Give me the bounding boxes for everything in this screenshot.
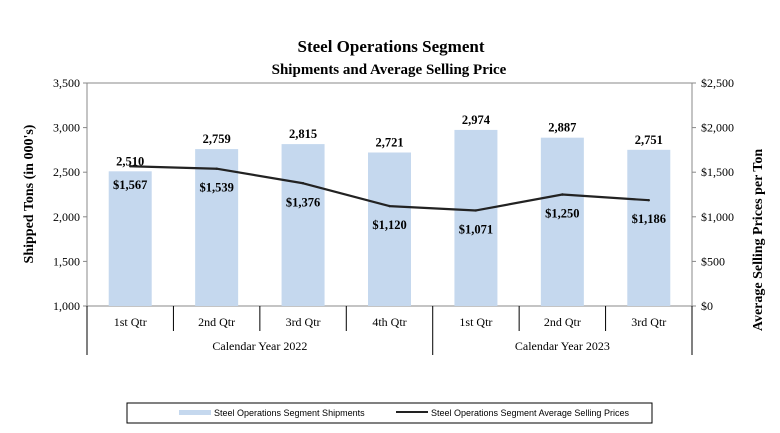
- price-value-label: $1,376: [286, 195, 320, 209]
- price-value-label: $1,539: [199, 181, 233, 195]
- bar: [195, 149, 239, 306]
- right-axis-tick-label: $2,000: [701, 121, 734, 135]
- bar-value-label: 2,815: [289, 127, 317, 141]
- bar: [368, 152, 411, 306]
- category-label: 2nd Qtr: [198, 315, 235, 329]
- price-value-label: $1,250: [545, 207, 579, 221]
- category-label: 4th Qtr: [372, 315, 406, 329]
- right-axis-tick-label: $1,500: [701, 165, 734, 179]
- price-point: [561, 193, 564, 196]
- bar: [627, 149, 671, 306]
- bar-value-label: 2,759: [203, 132, 231, 146]
- group-label: Calendar Year 2022: [212, 339, 307, 353]
- price-value-label: $1,120: [372, 218, 406, 232]
- left-axis-tick-label: 2,500: [53, 165, 80, 179]
- bar-value-label: 2,887: [548, 121, 576, 135]
- price-point: [388, 204, 391, 208]
- price-data-labels: $1,567 $1,539 $1,376 $1,120 $1,071 $1,250 $1,1…: [113, 178, 666, 236]
- price-point: [129, 165, 132, 168]
- bar-data-labels: 2,510 2,759 2,815 2,721 2,974 2,887 2,751: [116, 113, 663, 168]
- left-axis: 1,000 1,500 2,000 2,500 3,000 3,500: [53, 76, 87, 313]
- price-point: [474, 209, 478, 212]
- right-axis-title: Average Selling Prices per Ton: [751, 149, 766, 331]
- left-axis-tick-label: 3,500: [53, 76, 80, 90]
- price-value-label: $1,071: [459, 222, 493, 236]
- category-label: 3rd Qtr: [631, 315, 666, 329]
- right-axis-tick-label: $0: [701, 299, 713, 313]
- left-axis-tick-label: 2,000: [53, 210, 80, 224]
- left-axis-tick-label: 3,000: [53, 121, 80, 135]
- bar: [540, 137, 584, 306]
- price-value-label: $1,186: [632, 212, 666, 226]
- right-axis: $0 $500 $1,000 $1,500 $2,000 $2,500: [692, 76, 734, 313]
- legend: Steel Operations Segment Shipments Steel…: [126, 402, 653, 424]
- left-axis-title: Shipped Tons (in 000's): [22, 124, 37, 263]
- legend-label-prices: Steel Operations Segment Average Selling…: [431, 408, 629, 418]
- category-label: 3rd Qtr: [286, 315, 321, 329]
- legend-label-shipments: Steel Operations Segment Shipments: [214, 408, 365, 418]
- legend-box: [126, 402, 653, 424]
- chart-subtitle: Shipments and Average Selling Price: [272, 62, 507, 78]
- category-label: 1st Qtr: [459, 315, 492, 329]
- category-label: 2nd Qtr: [544, 315, 581, 329]
- bar-value-label: 2,974: [462, 113, 491, 127]
- right-axis-tick-label: $2,500: [701, 76, 734, 90]
- category-label: 1st Qtr: [114, 315, 147, 329]
- legend-swatch-shipments: [179, 410, 211, 415]
- bar: [454, 129, 498, 306]
- right-axis-tick-label: $1,000: [701, 210, 734, 224]
- bar: [108, 171, 152, 306]
- group-label: Calendar Year 2023: [515, 339, 610, 353]
- bar-value-label: 2,510: [116, 154, 144, 168]
- left-axis-tick-label: 1,500: [53, 254, 80, 268]
- price-value-label: $1,567: [113, 178, 147, 192]
- price-point: [215, 167, 218, 170]
- bar: [281, 144, 325, 306]
- bar-series-shipments: [108, 129, 671, 306]
- right-axis-tick-label: $500: [701, 254, 725, 268]
- price-point: [647, 199, 650, 202]
- x-axis: 1st Qtr 2nd Qtr 3rd Qtr 4th Qtr 1st Qtr 2nd Q…: [86, 306, 693, 355]
- price-point: [301, 182, 305, 185]
- line-series-prices: [129, 165, 650, 212]
- bar-value-label: 2,721: [375, 135, 403, 149]
- left-axis-tick-label: 1,000: [53, 299, 80, 313]
- bar-value-label: 2,751: [635, 133, 663, 147]
- chart-title: Steel Operations Segment: [298, 37, 485, 56]
